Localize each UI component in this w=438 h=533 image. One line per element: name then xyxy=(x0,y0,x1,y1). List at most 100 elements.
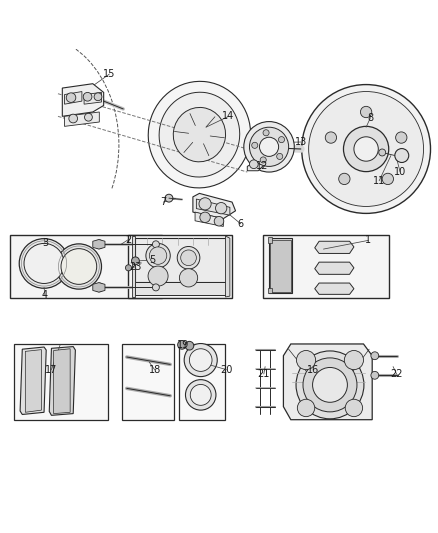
Circle shape xyxy=(303,358,357,412)
Polygon shape xyxy=(270,239,291,292)
Circle shape xyxy=(177,246,200,269)
Circle shape xyxy=(277,154,283,159)
Circle shape xyxy=(395,149,409,163)
Circle shape xyxy=(95,240,104,249)
Circle shape xyxy=(149,247,167,264)
Bar xyxy=(268,237,272,243)
Polygon shape xyxy=(135,238,226,282)
Polygon shape xyxy=(135,282,226,295)
Polygon shape xyxy=(93,282,105,292)
Polygon shape xyxy=(196,199,230,215)
Text: 13: 13 xyxy=(295,137,307,147)
Circle shape xyxy=(125,265,131,271)
Polygon shape xyxy=(315,262,354,274)
Circle shape xyxy=(152,241,159,248)
Circle shape xyxy=(263,130,269,136)
Circle shape xyxy=(344,351,364,370)
Circle shape xyxy=(260,157,266,163)
Circle shape xyxy=(189,349,212,372)
Circle shape xyxy=(56,244,102,289)
Polygon shape xyxy=(49,346,75,415)
Text: 10: 10 xyxy=(394,167,406,176)
Circle shape xyxy=(165,194,173,202)
Circle shape xyxy=(296,351,364,419)
Circle shape xyxy=(259,137,279,156)
Text: 8: 8 xyxy=(367,112,374,123)
Polygon shape xyxy=(93,239,105,249)
Circle shape xyxy=(371,352,379,360)
Polygon shape xyxy=(195,212,223,227)
Text: 23: 23 xyxy=(129,262,141,272)
Text: 16: 16 xyxy=(307,365,320,375)
Circle shape xyxy=(69,114,78,123)
Circle shape xyxy=(215,203,227,214)
Bar xyxy=(268,288,272,294)
Circle shape xyxy=(297,351,316,370)
Circle shape xyxy=(396,132,407,143)
Polygon shape xyxy=(53,349,70,414)
Text: 5: 5 xyxy=(149,255,155,265)
Circle shape xyxy=(279,136,285,143)
Circle shape xyxy=(302,85,431,213)
Text: 1: 1 xyxy=(365,236,371,245)
Polygon shape xyxy=(315,283,354,294)
Polygon shape xyxy=(64,92,82,104)
Circle shape xyxy=(148,266,168,286)
Circle shape xyxy=(252,142,258,148)
Circle shape xyxy=(250,160,258,168)
Circle shape xyxy=(244,122,294,172)
Text: 22: 22 xyxy=(390,369,403,379)
Polygon shape xyxy=(262,235,389,298)
Bar xyxy=(122,344,174,419)
Polygon shape xyxy=(62,84,104,116)
Circle shape xyxy=(297,399,315,417)
Polygon shape xyxy=(20,347,46,415)
Circle shape xyxy=(313,367,347,402)
Polygon shape xyxy=(247,158,267,171)
Circle shape xyxy=(185,341,194,350)
Circle shape xyxy=(309,92,424,206)
Circle shape xyxy=(95,283,104,292)
Circle shape xyxy=(354,137,378,161)
Circle shape xyxy=(24,244,64,284)
Polygon shape xyxy=(283,344,372,419)
Circle shape xyxy=(371,372,379,379)
Polygon shape xyxy=(64,112,99,126)
Polygon shape xyxy=(193,193,236,219)
Text: 17: 17 xyxy=(45,365,58,375)
Circle shape xyxy=(214,216,224,226)
Polygon shape xyxy=(315,241,354,254)
Circle shape xyxy=(343,126,389,172)
Bar xyxy=(179,344,225,419)
Circle shape xyxy=(345,399,363,417)
Circle shape xyxy=(339,173,350,184)
Text: 3: 3 xyxy=(42,238,48,247)
Text: 6: 6 xyxy=(238,219,244,229)
Text: 15: 15 xyxy=(103,69,116,79)
Ellipse shape xyxy=(159,92,240,177)
Bar xyxy=(14,344,108,419)
Text: 2: 2 xyxy=(125,235,131,245)
Polygon shape xyxy=(127,235,232,298)
Circle shape xyxy=(181,250,196,265)
Circle shape xyxy=(19,239,69,288)
Circle shape xyxy=(190,384,211,405)
Polygon shape xyxy=(25,350,42,413)
Circle shape xyxy=(382,173,393,184)
Circle shape xyxy=(66,93,76,102)
Circle shape xyxy=(94,93,102,101)
Circle shape xyxy=(152,284,159,291)
Text: 18: 18 xyxy=(148,365,161,375)
Circle shape xyxy=(199,198,211,210)
Polygon shape xyxy=(84,92,102,104)
Circle shape xyxy=(83,92,92,101)
Circle shape xyxy=(325,132,336,143)
Circle shape xyxy=(178,341,186,349)
Polygon shape xyxy=(226,236,230,297)
Circle shape xyxy=(200,212,210,223)
Circle shape xyxy=(61,249,97,284)
Text: 20: 20 xyxy=(220,365,233,375)
Text: 19: 19 xyxy=(177,340,190,350)
Text: 12: 12 xyxy=(256,161,268,172)
Ellipse shape xyxy=(173,108,226,162)
